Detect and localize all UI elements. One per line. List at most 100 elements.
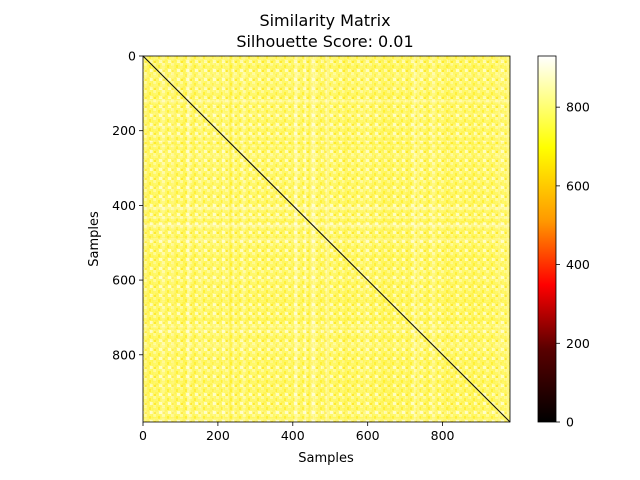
heatmap-band [475, 56, 478, 422]
heatmap-band [343, 56, 346, 422]
heatmap-band [326, 56, 330, 422]
heatmap-band [143, 100, 510, 104]
heatmap-band [143, 235, 510, 238]
heatmap-band [193, 56, 195, 422]
chart-title: Similarity Matrix [259, 11, 390, 30]
heatmap-band [143, 296, 510, 298]
heatmap-band [151, 56, 154, 422]
heatmap-band [471, 56, 474, 422]
heatmap-band [467, 56, 470, 422]
heatmap-band [143, 329, 510, 333]
heatmap-band [143, 142, 510, 145]
heatmap-band [146, 56, 150, 422]
x-tick-label: 200 [206, 428, 230, 443]
heatmap-band [143, 276, 510, 279]
heatmap-diagonal [142, 55, 511, 423]
heatmap-band [143, 208, 510, 211]
heatmap-band [384, 56, 386, 422]
heatmap-band [199, 56, 203, 422]
chart-subtitle: Silhouette Score: 0.01 [236, 32, 413, 51]
heatmap-band [348, 56, 351, 422]
heatmap-band [431, 56, 436, 422]
heatmap-band [143, 217, 510, 219]
colorbar-tick-label: 0 [566, 415, 574, 430]
heatmap-band [143, 167, 510, 169]
heatmap-band [293, 56, 296, 422]
heatmap-band [143, 59, 510, 63]
heatmap-band [161, 56, 165, 422]
heatmap-band [229, 56, 233, 422]
heatmap-band [173, 56, 175, 422]
heatmap-band [506, 56, 509, 422]
heatmap-band [143, 379, 510, 382]
heatmap [142, 55, 511, 423]
heatmap-band [143, 86, 510, 88]
heatmap-band [274, 56, 276, 422]
heatmap-band [143, 85, 510, 87]
heatmap-band [143, 84, 510, 89]
heatmap-band [143, 220, 510, 222]
heatmap-band [143, 85, 510, 89]
heatmap-band [143, 222, 510, 227]
heatmap-band [143, 236, 510, 238]
heatmap-band [322, 56, 324, 422]
heatmap-band [232, 56, 235, 422]
heatmap-band [143, 74, 510, 78]
heatmap-band [417, 56, 420, 422]
heatmap-band [143, 145, 510, 148]
heatmap-band [295, 56, 298, 422]
heatmap-band [187, 56, 190, 422]
heatmap-band [173, 56, 174, 422]
heatmap-band [242, 56, 246, 422]
y-axis-label: Samples [87, 211, 102, 267]
y-axis-ticks: 0 200 400 600 800 [112, 49, 143, 362]
x-axis-label: Samples [298, 451, 354, 466]
heatmap-band [389, 56, 392, 422]
heatmap-band [143, 261, 510, 264]
heatmap-band [143, 58, 510, 61]
heatmap-band [504, 56, 507, 422]
heatmap-band [413, 56, 416, 422]
heatmap-band [143, 359, 510, 362]
x-axis-ticks: 0 200 400 600 800 [139, 422, 455, 443]
y-tick-label: 800 [112, 347, 136, 362]
heatmap-band [308, 56, 311, 422]
heatmap-band [143, 297, 510, 302]
x-tick-label: 800 [431, 428, 455, 443]
heatmap-band [172, 56, 176, 422]
heatmap-band [143, 234, 510, 236]
heatmap-band [426, 56, 429, 422]
colorbar-tick-label: 800 [566, 100, 590, 115]
x-tick-label: 0 [139, 428, 147, 443]
heatmap-band [143, 64, 510, 67]
heatmap-band [143, 125, 510, 128]
colorbar-tick-label: 200 [566, 336, 590, 351]
colorbar-gradient [537, 55, 557, 423]
heatmap-band [364, 56, 367, 422]
heatmap-band [143, 338, 510, 341]
x-tick-label: 400 [281, 428, 305, 443]
heatmap-band [324, 56, 326, 422]
heatmap-band [382, 56, 384, 422]
heatmap-band [143, 206, 510, 208]
heatmap-band [143, 154, 510, 158]
heatmap-band [171, 56, 176, 422]
heatmap-band [498, 56, 502, 422]
y-tick-label: 0 [128, 49, 136, 64]
heatmap-band [143, 410, 510, 414]
heatmap-band [143, 227, 510, 229]
heatmap-band [143, 318, 510, 322]
heatmap-band [308, 56, 310, 422]
heatmap-band [143, 418, 510, 421]
heatmap-band [143, 294, 510, 297]
heatmap-band [304, 56, 306, 422]
heatmap-band [254, 56, 256, 422]
heatmap-band [143, 187, 510, 189]
heatmap-band [143, 284, 510, 286]
heatmap-band [183, 56, 186, 422]
y-tick-label: 200 [112, 123, 136, 138]
heatmap-band [221, 56, 224, 422]
heatmap-band [143, 140, 510, 142]
heatmap-band [143, 256, 510, 258]
heatmap-band [143, 100, 510, 103]
